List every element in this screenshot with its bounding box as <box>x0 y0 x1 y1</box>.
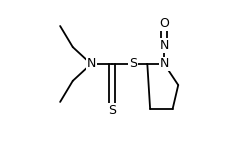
Text: S: S <box>129 58 137 70</box>
Text: N: N <box>160 39 169 52</box>
Text: N: N <box>86 58 96 70</box>
Text: O: O <box>159 17 169 30</box>
Text: S: S <box>108 104 116 117</box>
Text: N: N <box>160 58 169 70</box>
